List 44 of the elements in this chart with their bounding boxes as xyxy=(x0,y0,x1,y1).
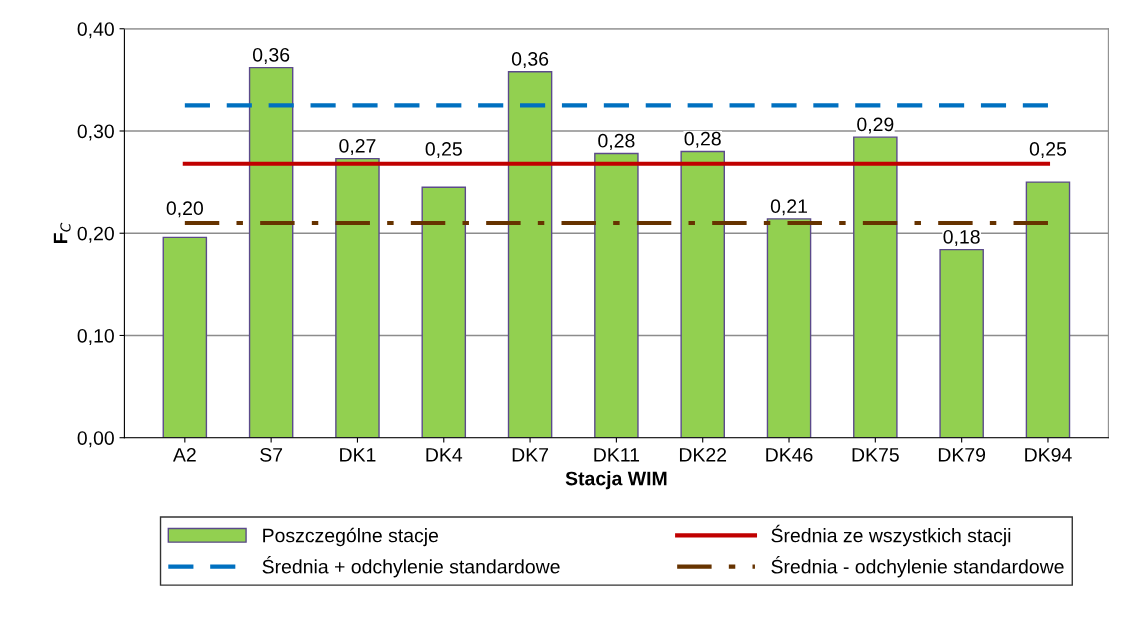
x-axis-title: Stacja WIM xyxy=(565,471,667,490)
data-label: 0,25 xyxy=(425,142,462,159)
y-tick-label: 0,20 xyxy=(77,226,114,243)
x-tick-label: DK7 xyxy=(512,448,549,462)
x-tick-label: DK79 xyxy=(938,447,986,462)
data-label: 0,25 xyxy=(1029,142,1067,159)
legend-label: Średnia + odchylenie standardowe xyxy=(262,555,560,578)
legend-label: Średnia ze wszystkich stacji xyxy=(771,524,1011,547)
y-tick-label: 0,10 xyxy=(77,328,114,346)
x-tick-label: DK1 xyxy=(340,448,376,462)
x-tick-label: DK11 xyxy=(594,448,640,462)
data-label: 0,28 xyxy=(598,133,635,150)
y-tick-label: 0,30 xyxy=(77,124,114,141)
x-tick-label: DK22 xyxy=(679,447,727,462)
legend-label: Poszczególne stacje xyxy=(263,527,439,547)
y-tick-label: 0,00 xyxy=(77,431,114,448)
bar xyxy=(766,218,812,438)
x-tick-label: DK75 xyxy=(852,448,899,462)
x-tick-label: DK46 xyxy=(766,447,813,462)
legend-label: Średnia - odchylenie standardowe xyxy=(771,555,1064,578)
data-label: 0,18 xyxy=(943,229,980,246)
data-label: 0,29 xyxy=(857,117,894,134)
x-tick-label: DK94 xyxy=(1025,447,1072,462)
data-label: 0,36 xyxy=(252,47,290,65)
bar xyxy=(248,66,294,438)
bar xyxy=(421,186,467,438)
data-label: 0,27 xyxy=(339,138,376,156)
bar xyxy=(853,136,898,438)
x-tick-label: DK4 xyxy=(426,448,463,462)
y-axis-title: F$_{C}$ xyxy=(53,222,71,244)
x-tick-label: S7 xyxy=(260,447,283,462)
bar xyxy=(335,157,380,438)
bar xyxy=(594,152,639,438)
bar xyxy=(1025,181,1071,438)
y-tick-label: 0,40 xyxy=(77,22,114,39)
bar xyxy=(680,150,725,438)
data-label: 0,36 xyxy=(511,52,549,69)
bar xyxy=(507,71,553,438)
data-label: 0,28 xyxy=(684,131,721,148)
bar xyxy=(939,248,984,438)
data-label: 0,20 xyxy=(166,201,203,218)
bar xyxy=(162,236,208,438)
data-label: 0,21 xyxy=(770,199,807,216)
x-tick-label: A2 xyxy=(172,447,196,462)
